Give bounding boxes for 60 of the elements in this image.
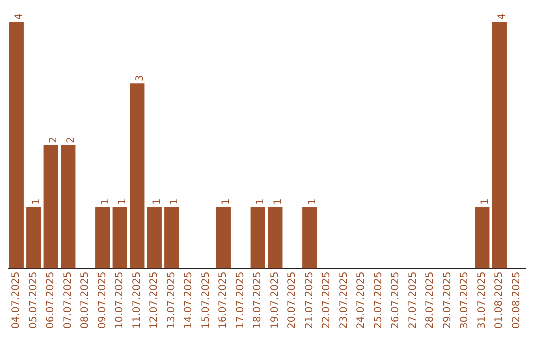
- x-tick-label: 04.07.2025: [11, 272, 22, 330]
- data-label: 1: [272, 198, 284, 206]
- data-label: 3: [134, 75, 146, 82]
- x-tick-label: 16.07.2025: [218, 272, 230, 330]
- data-label: 1: [480, 198, 491, 206]
- data-label: 1: [100, 198, 112, 206]
- x-tick-label: 02.08.2025: [511, 272, 522, 330]
- x-tick-label: 22.07.2025: [322, 272, 333, 330]
- bar: [492, 22, 507, 269]
- data-label: 4: [497, 14, 508, 20]
- bar: [147, 207, 162, 269]
- x-tick-label: 24.07.2025: [356, 272, 368, 330]
- x-tick-label: 28.07.2025: [425, 272, 436, 330]
- bar: [216, 207, 231, 269]
- bar: [61, 145, 76, 269]
- x-tick-label: 01.08.2025: [494, 272, 506, 330]
- x-tick-label: 14.07.2025: [184, 272, 195, 330]
- x-tick-label: 08.07.2025: [80, 272, 92, 330]
- x-tick-label: 31.07.2025: [476, 272, 488, 330]
- data-label: 2: [48, 136, 60, 144]
- bar: [475, 207, 490, 269]
- data-label: 1: [31, 198, 42, 206]
- x-tick-label: 23.07.2025: [338, 272, 350, 330]
- data-label: 1: [256, 198, 267, 206]
- x-tick-label: 26.07.2025: [390, 272, 402, 330]
- x-tick-label: 13.07.2025: [166, 272, 178, 330]
- bar: [302, 207, 318, 269]
- x-tick-label: 10.07.2025: [114, 272, 126, 330]
- bar: [26, 207, 42, 269]
- data-label: 1: [169, 198, 180, 206]
- x-tick-label: 20.07.2025: [287, 272, 298, 330]
- x-tick-label: 06.07.2025: [46, 272, 57, 330]
- x-tick-label: 09.07.2025: [97, 272, 108, 330]
- x-tick-label: 17.07.2025: [235, 272, 246, 330]
- x-tick-label: 12.07.2025: [149, 272, 160, 330]
- x-tick-label: 11.07.2025: [132, 272, 143, 330]
- bar: [164, 207, 180, 269]
- x-tick-label: 19.07.2025: [270, 272, 281, 330]
- data-label: 4: [14, 14, 26, 20]
- x-tick-label: 15.07.2025: [200, 272, 212, 330]
- bar: [44, 145, 58, 269]
- data-label: 1: [152, 198, 164, 206]
- x-tick-label: 25.07.2025: [373, 272, 384, 330]
- x-tick-label: 21.07.2025: [304, 272, 316, 330]
- x-tick-label: 30.07.2025: [460, 272, 471, 330]
- x-tick-label: 07.07.2025: [62, 272, 74, 330]
- x-tick-label: 29.07.2025: [442, 272, 454, 330]
- bar: [112, 207, 128, 269]
- data-label: 2: [66, 136, 77, 144]
- data-label: 1: [118, 198, 129, 206]
- x-tick-label: 27.07.2025: [408, 272, 419, 330]
- bar: [96, 207, 110, 269]
- data-label: 1: [221, 198, 232, 206]
- bar: [130, 84, 145, 269]
- bar: [268, 207, 283, 269]
- data-label: 1: [307, 198, 318, 206]
- x-tick-label: 18.07.2025: [252, 272, 264, 330]
- bar: [250, 207, 266, 269]
- bar: [9, 22, 24, 269]
- x-tick-label: 05.07.2025: [28, 272, 40, 330]
